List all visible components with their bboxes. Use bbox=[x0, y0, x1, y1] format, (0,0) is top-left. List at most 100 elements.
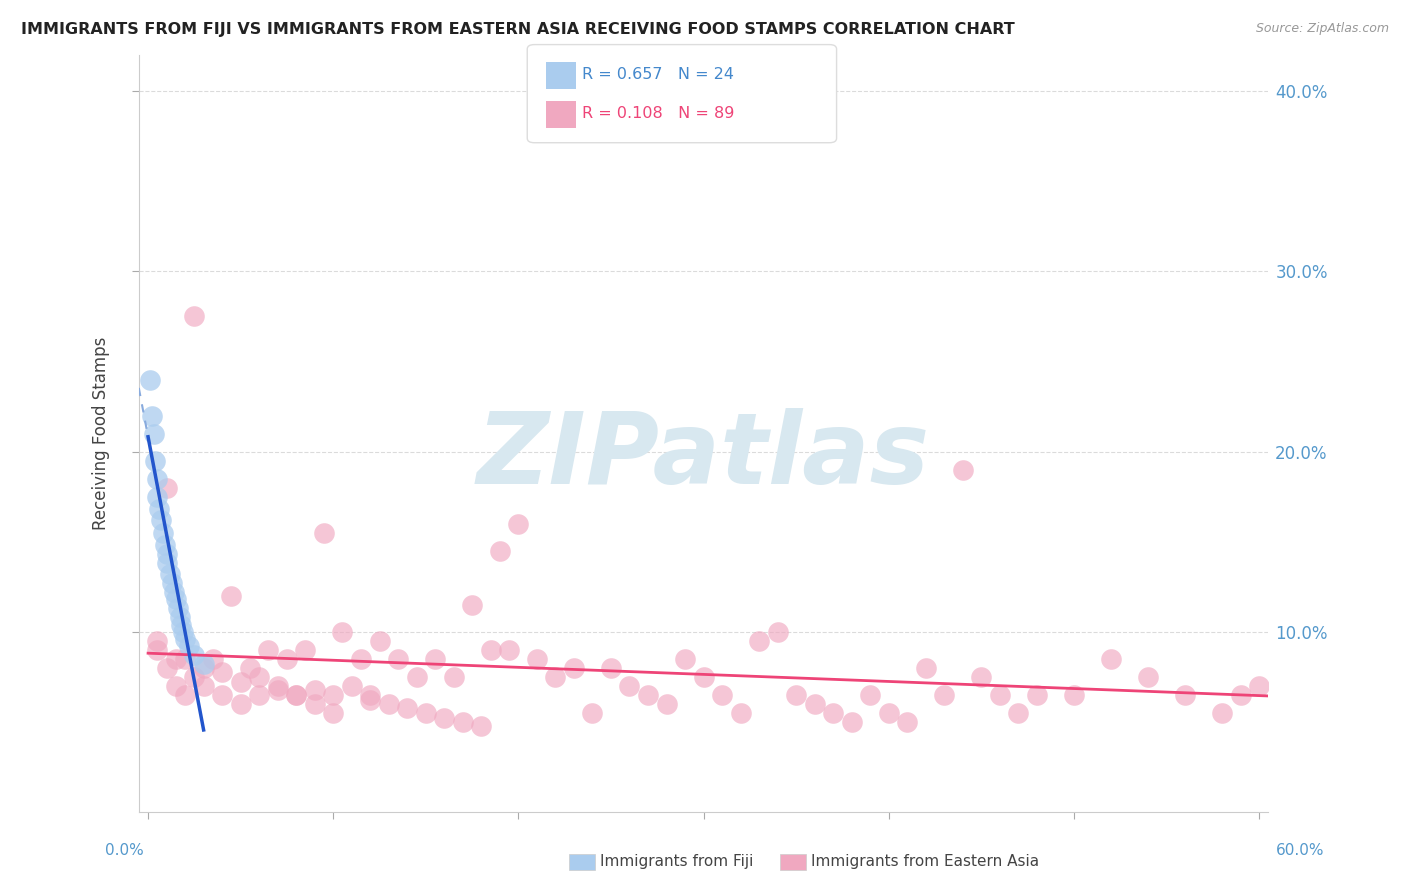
Point bbox=[155, 547, 177, 561]
Text: Source: ZipAtlas.com: Source: ZipAtlas.com bbox=[1256, 22, 1389, 36]
Point bbox=[1025, 688, 1047, 702]
Point bbox=[692, 670, 714, 684]
Point bbox=[153, 538, 176, 552]
Point bbox=[146, 490, 169, 504]
Point bbox=[859, 688, 882, 702]
Point bbox=[1063, 688, 1085, 702]
Point bbox=[841, 714, 863, 729]
Point bbox=[1136, 670, 1159, 684]
Point bbox=[159, 567, 181, 582]
Point bbox=[183, 310, 205, 324]
Point bbox=[803, 697, 825, 711]
Point bbox=[988, 688, 1011, 702]
Point bbox=[160, 576, 183, 591]
Point bbox=[266, 682, 288, 697]
Text: Immigrants from Fiji: Immigrants from Fiji bbox=[600, 855, 754, 869]
Point bbox=[423, 652, 446, 666]
Text: ZIPatlas: ZIPatlas bbox=[477, 408, 931, 505]
Point bbox=[322, 706, 344, 720]
Point bbox=[247, 688, 270, 702]
Point bbox=[294, 643, 316, 657]
Point bbox=[470, 718, 492, 732]
Point bbox=[433, 711, 456, 725]
Point bbox=[526, 652, 548, 666]
Point bbox=[562, 661, 585, 675]
Point bbox=[673, 652, 696, 666]
Point bbox=[1247, 679, 1270, 693]
Point bbox=[396, 700, 419, 714]
Point bbox=[257, 643, 280, 657]
Point bbox=[304, 697, 326, 711]
Point bbox=[172, 624, 194, 639]
Point bbox=[637, 688, 659, 702]
Point bbox=[655, 697, 678, 711]
Y-axis label: Receiving Food Stamps: Receiving Food Stamps bbox=[93, 337, 110, 531]
Point bbox=[146, 633, 169, 648]
Point bbox=[193, 679, 215, 693]
Point bbox=[322, 688, 344, 702]
Text: 0.0%: 0.0% bbox=[105, 843, 145, 858]
Text: 60.0%: 60.0% bbox=[1277, 843, 1324, 858]
Point bbox=[247, 670, 270, 684]
Point bbox=[415, 706, 437, 720]
Point bbox=[163, 585, 186, 599]
Point bbox=[145, 453, 167, 467]
Text: IMMIGRANTS FROM FIJI VS IMMIGRANTS FROM EASTERN ASIA RECEIVING FOOD STAMPS CORRE: IMMIGRANTS FROM FIJI VS IMMIGRANTS FROM … bbox=[21, 22, 1015, 37]
Point bbox=[183, 648, 205, 663]
Point bbox=[211, 688, 233, 702]
Point bbox=[170, 617, 193, 632]
Point bbox=[239, 661, 262, 675]
Point bbox=[148, 502, 170, 516]
Point bbox=[193, 661, 215, 675]
Point bbox=[766, 624, 789, 639]
Point bbox=[155, 557, 177, 571]
Point bbox=[877, 706, 900, 720]
Point bbox=[1211, 706, 1233, 720]
Point bbox=[934, 688, 956, 702]
Point bbox=[152, 525, 174, 540]
Point bbox=[285, 688, 308, 702]
Point bbox=[785, 688, 807, 702]
Point bbox=[276, 652, 298, 666]
Point bbox=[177, 640, 200, 654]
Point bbox=[443, 670, 465, 684]
Text: R = 0.108   N = 89: R = 0.108 N = 89 bbox=[582, 106, 734, 120]
Point bbox=[479, 643, 502, 657]
Point bbox=[155, 661, 177, 675]
Point bbox=[359, 693, 381, 707]
Point bbox=[1174, 688, 1197, 702]
Text: Immigrants from Eastern Asia: Immigrants from Eastern Asia bbox=[811, 855, 1039, 869]
Point bbox=[405, 670, 427, 684]
Point bbox=[896, 714, 918, 729]
Point bbox=[581, 706, 603, 720]
Point bbox=[155, 481, 177, 495]
Point bbox=[166, 601, 188, 615]
Point bbox=[146, 643, 169, 657]
Point bbox=[368, 633, 391, 648]
Point bbox=[174, 632, 197, 646]
Point bbox=[229, 697, 252, 711]
Point bbox=[1229, 688, 1251, 702]
Point bbox=[150, 513, 173, 527]
Point bbox=[914, 661, 936, 675]
Point bbox=[359, 688, 381, 702]
Point bbox=[748, 633, 770, 648]
Point bbox=[489, 543, 512, 558]
Point bbox=[174, 688, 197, 702]
Point bbox=[600, 661, 623, 675]
Point bbox=[340, 679, 363, 693]
Point bbox=[350, 652, 373, 666]
Point bbox=[498, 643, 520, 657]
Point bbox=[211, 665, 233, 679]
Point bbox=[141, 409, 163, 423]
Point bbox=[1099, 652, 1122, 666]
Point bbox=[970, 670, 993, 684]
Text: R = 0.657   N = 24: R = 0.657 N = 24 bbox=[582, 68, 734, 82]
Point bbox=[730, 706, 752, 720]
Point bbox=[165, 679, 187, 693]
Point bbox=[183, 670, 205, 684]
Point bbox=[146, 472, 169, 486]
Point bbox=[544, 670, 567, 684]
Point bbox=[221, 589, 243, 603]
Point bbox=[387, 652, 409, 666]
